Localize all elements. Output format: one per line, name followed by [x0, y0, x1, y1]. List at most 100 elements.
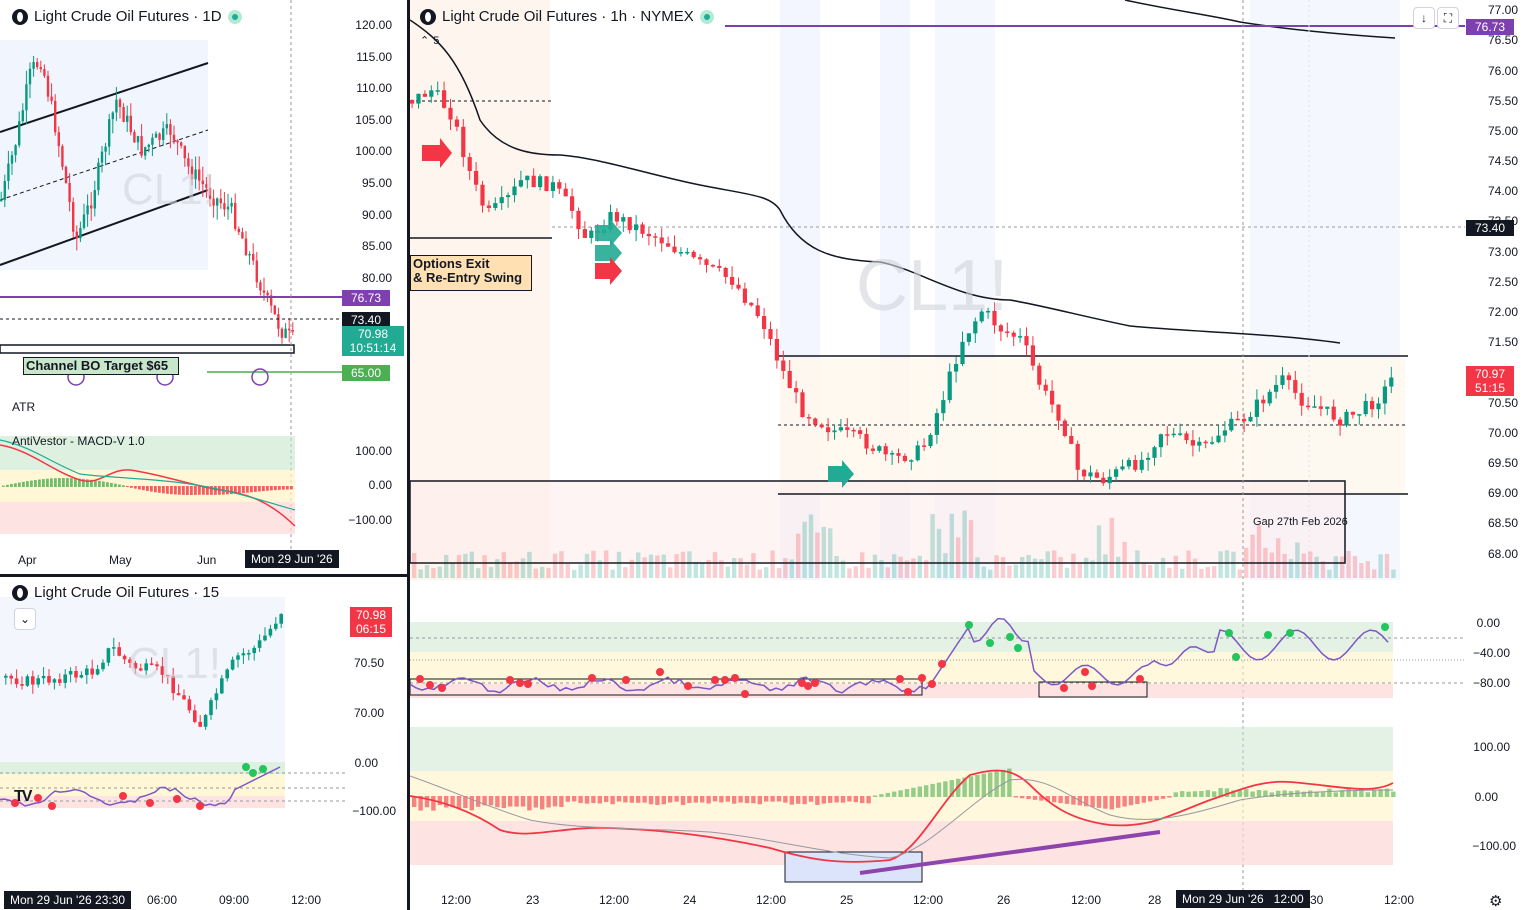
histogram-bar: [94, 480, 97, 487]
candle: [74, 665, 78, 683]
candle: [1254, 389, 1259, 427]
histogram-bar: [904, 789, 910, 797]
candle: [14, 669, 19, 688]
atr-indicator-label[interactable]: ATR: [12, 400, 36, 414]
histogram-bar: [1250, 791, 1255, 797]
candle: [858, 426, 863, 439]
candle: [219, 189, 222, 209]
histogram-bar: [1237, 790, 1242, 797]
intraday-chart-header[interactable]: Light Crude Oil Futures · 15: [12, 584, 219, 601]
symbol-logo-icon: [420, 8, 436, 25]
candle: [1107, 469, 1112, 490]
candle: [429, 85, 434, 103]
candle: [1235, 411, 1240, 421]
candle: [291, 322, 294, 336]
volume-bar: [488, 567, 494, 578]
volume-bar: [776, 567, 782, 578]
histogram-bar: [540, 796, 545, 810]
volume-bar: [783, 558, 788, 578]
candle: [194, 156, 197, 189]
candle: [187, 695, 192, 714]
histogram-bar: [262, 486, 265, 492]
histogram-bar: [246, 486, 249, 493]
volume-bar: [872, 554, 878, 578]
volume-bar: [444, 554, 449, 578]
tradingview-logo[interactable]: TV: [14, 788, 33, 805]
candle: [486, 200, 491, 213]
histogram-bar: [463, 796, 468, 809]
volume-bar: [1224, 550, 1230, 578]
histogram-bar: [54, 478, 57, 487]
candle: [1152, 445, 1157, 466]
time-label: Jun: [197, 553, 217, 567]
channel-target-label[interactable]: Channel BO Target $65: [23, 357, 179, 375]
daily-chart-header[interactable]: Light Crude Oil Futures · 1D: [12, 8, 242, 25]
histogram-bar: [885, 792, 890, 797]
options-exit-note[interactable]: Options Exit & Re-Entry Swing: [410, 255, 532, 291]
price-label: 74.00: [1487, 184, 1518, 198]
histogram-bar: [840, 796, 846, 803]
price-label: 75.50: [1487, 94, 1518, 108]
histogram-bar: [412, 796, 417, 807]
histogram-bar: [66, 478, 69, 487]
histogram-bar: [757, 796, 762, 805]
fullscreen-button[interactable]: ⛶: [1437, 7, 1459, 29]
candle: [9, 673, 13, 685]
volume-bar: [834, 556, 839, 578]
histogram-bar: [278, 486, 281, 490]
histogram-bar: [1039, 796, 1044, 801]
price-label: 76.00: [1487, 64, 1518, 78]
dark-level-tag: 73.40: [342, 312, 390, 328]
histogram-bar: [482, 796, 487, 806]
gap-note[interactable]: Gap 27th Feb 2026: [1253, 516, 1348, 528]
histogram-bar: [154, 486, 157, 493]
candle: [582, 221, 587, 239]
hourly-chart-pane[interactable]: Light Crude Oil Futures · 1h · NYMEX ⌃ 5…: [410, 0, 1523, 910]
histogram-bar: [258, 486, 261, 492]
histogram-bar: [106, 482, 109, 487]
candle: [86, 194, 89, 227]
volume-bar: [693, 561, 698, 578]
histogram-bar: [712, 796, 718, 802]
histogram-bar: [186, 486, 189, 495]
candle: [216, 197, 219, 220]
candle: [960, 331, 965, 367]
histogram-bar: [1180, 791, 1185, 797]
settings-gear-icon[interactable]: ⚙: [1489, 893, 1503, 910]
histogram-bar: [501, 796, 506, 809]
price-label: 100.00: [355, 144, 392, 158]
intraday-watermark: CL1!: [128, 639, 221, 688]
histogram-bar: [917, 786, 922, 797]
candle: [499, 186, 504, 211]
volume-bar: [808, 514, 814, 578]
hourly-chart-header[interactable]: Light Crude Oil Futures · 1h · NYMEX: [420, 8, 714, 25]
hourly-oscillator-dots: [416, 621, 1389, 698]
indicator-toggle[interactable]: ⌃ 5: [420, 34, 439, 48]
pane-divider-horizontal[interactable]: [0, 574, 407, 577]
price-label: 85.00: [361, 239, 392, 253]
histogram-bar: [578, 796, 583, 803]
candle: [1043, 379, 1048, 396]
download-button[interactable]: ↓: [1413, 7, 1435, 29]
signal-dot: [506, 676, 514, 684]
intraday-chart-title: Light Crude Oil Futures · 15: [34, 584, 220, 601]
volume-bar: [764, 567, 769, 578]
pane-divider-vertical[interactable]: [407, 0, 410, 910]
osc-axis-label: −40.00: [1472, 646, 1510, 660]
collapse-toggle-button[interactable]: ⌄: [14, 608, 36, 630]
intraday-chart-pane[interactable]: Light Crude Oil Futures · 15 ⌄ CL1! 70.9…: [0, 577, 407, 910]
histogram-bar: [898, 790, 903, 797]
candle: [273, 305, 276, 316]
candle: [659, 228, 664, 252]
candle: [646, 227, 651, 246]
candle: [154, 131, 158, 138]
candle: [538, 174, 543, 191]
purple-level-tag: 76.73: [1466, 19, 1514, 35]
signal-dot: [1381, 623, 1389, 631]
candle: [225, 668, 229, 682]
candle: [212, 189, 215, 218]
daily-chart-pane[interactable]: Light Crude Oil Futures · 1D CL1! 120.00…: [0, 0, 407, 574]
histogram-bar: [437, 796, 442, 806]
signal-dot: [259, 765, 267, 773]
macd-indicator-label[interactable]: AntiVestor - MACD-V 1.0: [12, 434, 145, 448]
